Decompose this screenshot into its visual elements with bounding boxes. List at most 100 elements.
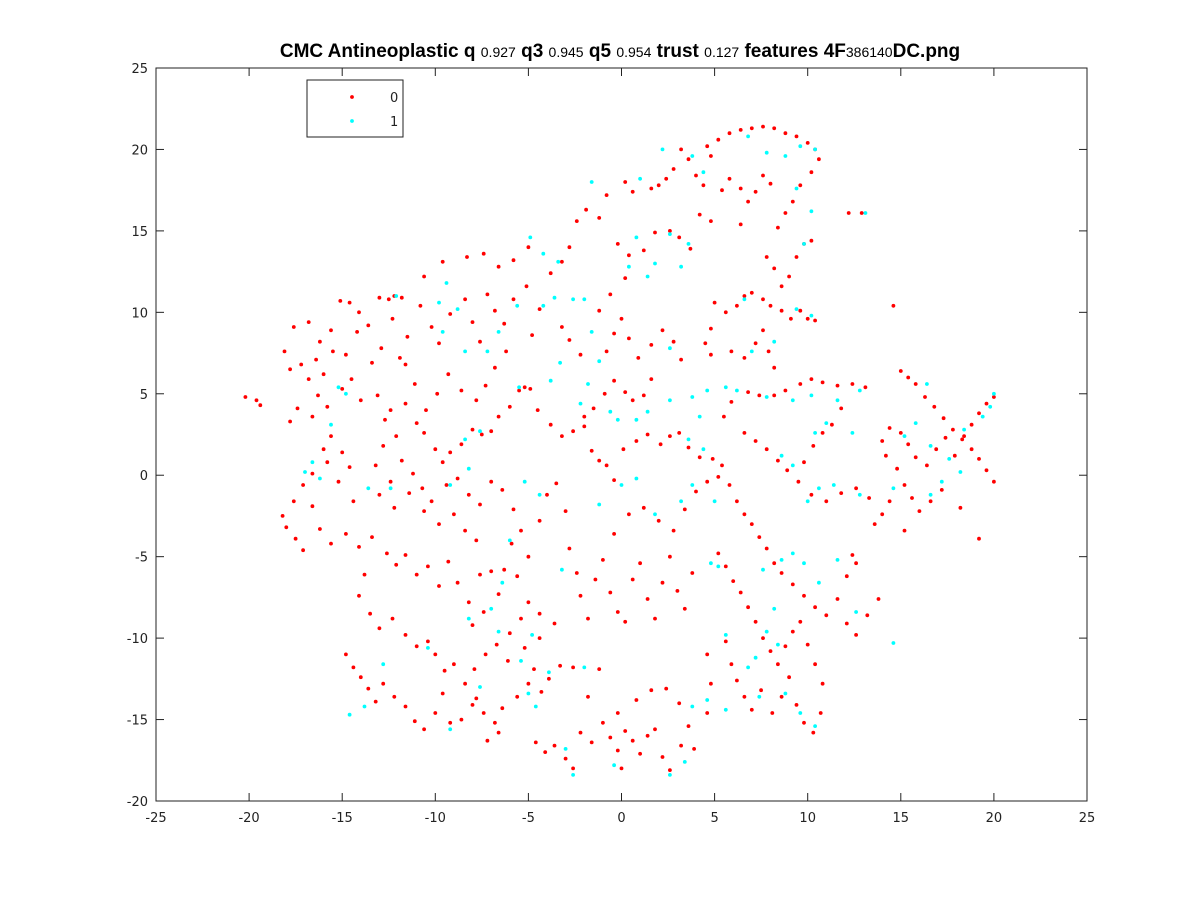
scatter-point — [835, 597, 840, 601]
scatter-point — [347, 465, 352, 469]
title-part: 0.945 — [549, 44, 584, 60]
scatter-point — [602, 391, 607, 396]
scatter-point — [349, 377, 354, 381]
scatter-point — [377, 492, 382, 497]
scatter-point — [716, 564, 721, 569]
scatter-point — [802, 720, 806, 725]
scatter-point — [783, 691, 788, 696]
scatter-point — [496, 330, 501, 334]
scatter-point — [336, 479, 341, 484]
scatter-point — [463, 681, 467, 686]
x-tick-label: 0 — [617, 811, 625, 826]
scatter-point — [794, 703, 799, 707]
scatter-point — [813, 662, 817, 667]
scatter-point — [489, 606, 494, 611]
scatter-point — [373, 699, 378, 704]
scatter-point — [668, 554, 672, 559]
scatter-point — [723, 564, 728, 569]
scatter-point — [783, 154, 788, 158]
scatter-point — [776, 458, 780, 463]
scatter-point — [615, 748, 620, 753]
legend-label: 0 — [390, 91, 398, 106]
scatter-point — [515, 303, 520, 308]
scatter-point — [805, 316, 810, 321]
scatter-point — [794, 307, 799, 311]
legend-marker — [350, 119, 354, 123]
scatter-point — [802, 460, 806, 465]
scatter-point — [362, 572, 367, 577]
scatter-point — [448, 483, 453, 487]
scatter-point — [645, 733, 650, 738]
scatter-point — [980, 414, 985, 419]
scatter-point — [660, 755, 665, 759]
scatter-point — [742, 294, 747, 298]
title-part: 386140 — [846, 44, 893, 60]
scatter-point — [731, 579, 736, 583]
scatter-point — [437, 522, 441, 526]
scatter-point — [872, 522, 877, 526]
scatter-point — [571, 665, 575, 670]
scatter-point — [928, 492, 933, 497]
scatter-point — [668, 229, 672, 233]
scatter-point — [388, 479, 393, 484]
scatter-point — [420, 486, 425, 491]
scatter-point — [299, 362, 304, 367]
scatter-point — [537, 636, 542, 640]
scatter-point — [690, 154, 695, 158]
scatter-point — [641, 248, 646, 253]
scatter-point — [809, 377, 814, 381]
scatter-point — [630, 398, 635, 403]
scatter-point — [813, 605, 817, 610]
scatter-point — [690, 483, 695, 487]
series-1 — [303, 134, 996, 777]
scatter-point — [533, 704, 538, 709]
scatter-point — [567, 245, 572, 250]
scatter-point — [552, 295, 557, 300]
scatter-point — [392, 694, 397, 699]
scatter-point — [481, 711, 486, 715]
scatter-point — [798, 382, 803, 386]
scatter-point — [820, 681, 825, 686]
scatter-point — [746, 134, 750, 139]
scatter-point — [593, 577, 598, 582]
scatter-point — [355, 330, 359, 334]
scatter-point — [712, 300, 717, 305]
scatter-point — [258, 403, 263, 408]
scatter-point — [528, 235, 533, 240]
scatter-point — [589, 740, 594, 745]
scatter-point — [682, 507, 687, 512]
scatter-point — [548, 422, 553, 427]
scatter-point — [701, 170, 706, 175]
scatter-point — [802, 242, 806, 246]
scatter-point — [426, 646, 430, 650]
scatter-point — [373, 463, 378, 468]
scatter-point — [394, 562, 399, 567]
scatter-point — [615, 610, 620, 614]
scatter-point — [500, 580, 505, 585]
scatter-point — [288, 419, 292, 424]
scatter-point — [668, 398, 672, 403]
scatter-point — [507, 631, 512, 636]
scatter-point — [839, 406, 844, 411]
scatter-point — [653, 616, 657, 621]
scatter-point — [362, 704, 367, 709]
scatter-point — [705, 652, 710, 657]
scatter-point — [910, 496, 914, 500]
scatter-point — [578, 401, 583, 406]
scatter-point — [902, 483, 907, 487]
scatter-point — [690, 395, 695, 399]
scatter-point — [727, 176, 732, 181]
scatter-point — [798, 183, 803, 188]
scatter-point — [526, 600, 531, 605]
scatter-point — [329, 422, 333, 427]
x-tick-label: -10 — [425, 811, 446, 826]
scatter-point — [682, 760, 687, 764]
scatter-point — [340, 387, 345, 391]
scatter-point — [465, 255, 469, 259]
x-tick-label: -5 — [522, 811, 535, 826]
scatter-point — [645, 409, 650, 414]
scatter-point — [710, 457, 715, 461]
scatter-point — [783, 131, 788, 136]
scatter-point — [301, 483, 305, 487]
scatter-point — [243, 395, 248, 399]
